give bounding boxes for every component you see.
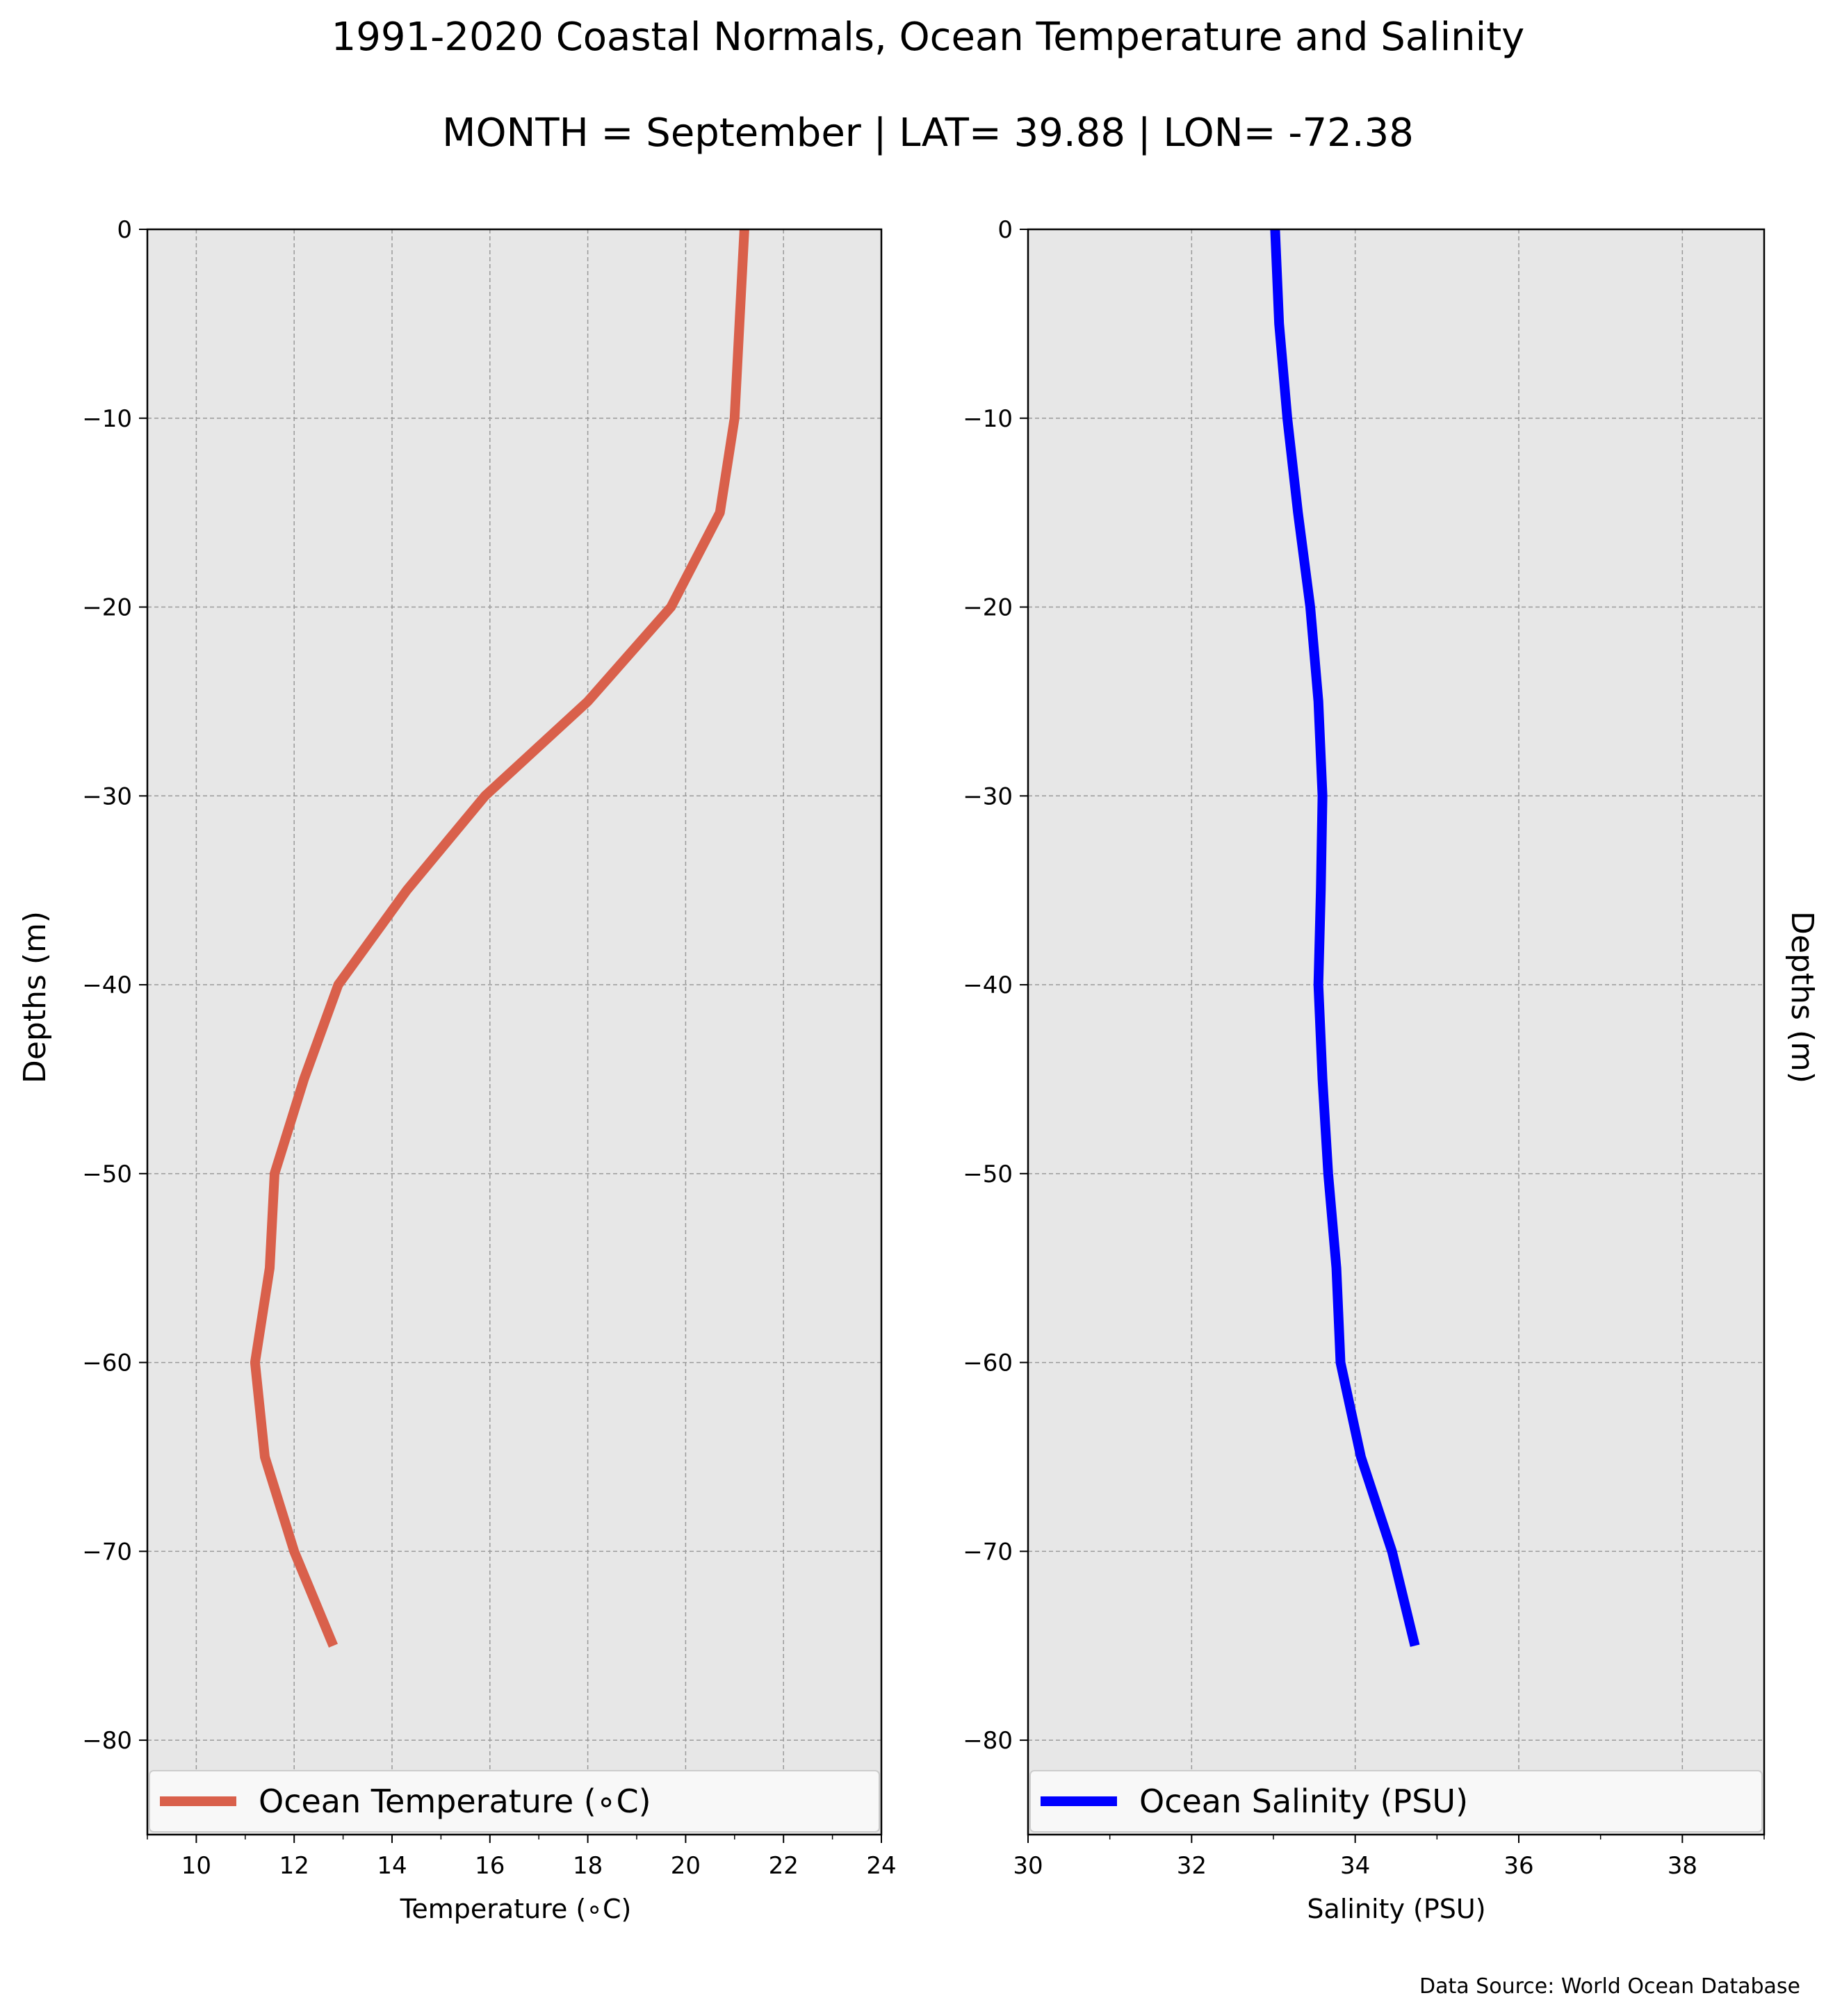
temperature-y-tick-label: −80 (82, 1727, 132, 1755)
data-source-note: Data Source: World Ocean Database (1419, 1974, 1800, 1999)
salinity-y-tick-label: −40 (963, 972, 1013, 999)
temperature-panel: Ocean Temperature (∘C) 10 12 14 16 18 20 22 24 0 −… (82, 216, 896, 1880)
salinity-x-axis-label: Salinity (PSU) (1307, 1894, 1485, 1924)
salinity-panel: Ocean Salinity (PSU) 30 32 34 36 38 0 −10 −20 −30… (963, 216, 1766, 1880)
salinity-x-tick-label: 36 (1503, 1852, 1533, 1880)
temperature-legend-box (149, 1770, 880, 1833)
temperature-y-tick-label: −30 (82, 782, 132, 810)
figure-subtitle: MONTH = September | LAT= 39.88 | LON= -7… (442, 110, 1414, 156)
temperature-y-tick-label: −60 (82, 1350, 132, 1377)
temperature-y-tick-label: −20 (82, 594, 132, 622)
temperature-y-tick-label: −40 (82, 972, 132, 999)
salinity-x-tick-label: 32 (1177, 1852, 1207, 1880)
figure-title: 1991-2020 Coastal Normals, Ocean Tempera… (332, 15, 1525, 60)
temperature-y-axis-label: Depths (m) (17, 911, 53, 1083)
salinity-y-axis-label: Depths (m) (1784, 911, 1820, 1083)
temperature-x-tick-label: 24 (866, 1852, 896, 1880)
salinity-x-tick-label: 38 (1668, 1852, 1697, 1880)
temperature-series-line (250, 229, 749, 1648)
salinity-axes-frame (1027, 228, 1766, 1836)
salinity-y-tick-label: −10 (963, 405, 1013, 433)
temperature-x-tick-label: 10 (181, 1852, 211, 1880)
temperature-axes-frame (146, 228, 883, 1836)
temperature-x-tick-label: 20 (671, 1852, 701, 1880)
temperature-x-tick-label: 18 (573, 1852, 603, 1880)
salinity-y-tick-label: −30 (963, 782, 1013, 810)
temperature-plot-area (147, 229, 881, 1835)
salinity-x-tick-label: 34 (1340, 1852, 1370, 1880)
temperature-y-tick-label: −50 (82, 1161, 132, 1188)
salinity-series-line (1270, 229, 1420, 1647)
salinity-x-tick-label: 30 (1013, 1852, 1043, 1880)
temperature-legend-label: Ocean Temperature (∘C) (259, 1783, 651, 1820)
salinity-legend-box (1029, 1770, 1763, 1833)
temperature-x-axis-label: Temperature (∘C) (400, 1894, 632, 1924)
temperature-y-tick-label: 0 (117, 216, 132, 244)
temperature-x-tick-label: 16 (475, 1852, 505, 1880)
salinity-y-tick-label: −60 (963, 1350, 1013, 1377)
temperature-x-tick-label: 14 (377, 1852, 407, 1880)
salinity-y-tick-label: −70 (963, 1538, 1013, 1566)
salinity-legend-label: Ocean Salinity (PSU) (1139, 1783, 1468, 1820)
salinity-plot-area (1028, 229, 1764, 1835)
salinity-y-tick-label: −80 (963, 1727, 1013, 1755)
salinity-y-tick-label: −20 (963, 594, 1013, 622)
temperature-y-tick-label: −70 (82, 1538, 132, 1566)
temperature-y-tick-label: −10 (82, 405, 132, 433)
temperature-x-tick-label: 22 (769, 1852, 799, 1880)
salinity-y-tick-label: 0 (997, 216, 1013, 244)
temperature-x-tick-label: 12 (279, 1852, 309, 1880)
salinity-y-tick-label: −50 (963, 1161, 1013, 1188)
